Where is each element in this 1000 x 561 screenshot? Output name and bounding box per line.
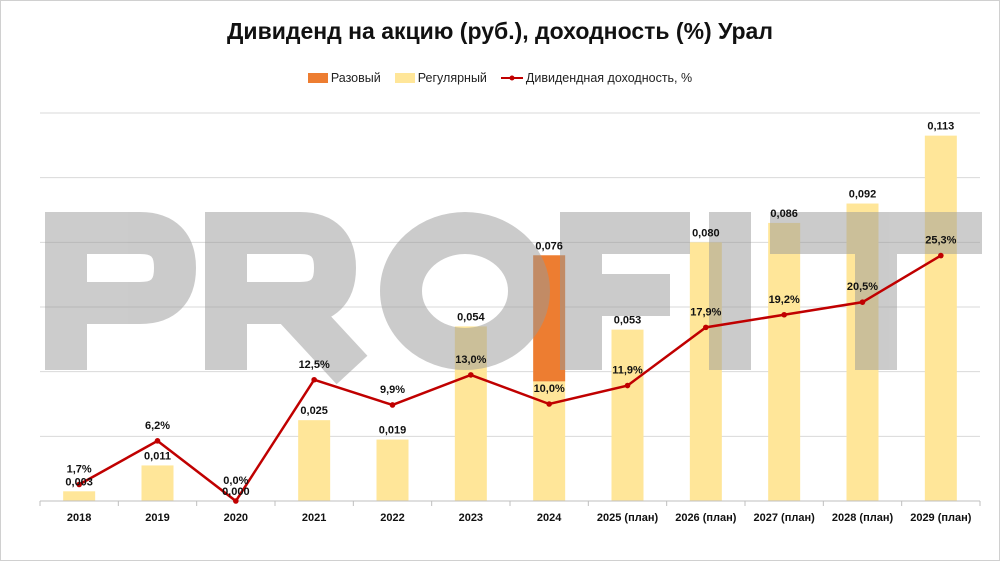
- bar-value-label: 0,054: [457, 311, 485, 323]
- bar-regular: [768, 222, 801, 501]
- yield-point: [468, 372, 474, 378]
- bar-regular: [298, 420, 331, 501]
- bar-value-label: 0,092: [849, 189, 877, 201]
- yield-label: 25,3%: [925, 235, 956, 247]
- yield-point: [546, 401, 552, 407]
- x-tick-label: 2021: [302, 512, 326, 524]
- bar-value-label: 0,011: [144, 450, 171, 462]
- yield-point: [781, 311, 787, 318]
- yield-label: 12,5%: [299, 359, 330, 371]
- yield-label: 10,0%: [534, 383, 565, 395]
- legend-item-one-time: Разовый: [307, 71, 381, 85]
- yield-label: 9,9%: [380, 384, 405, 396]
- bar-regular: [924, 135, 957, 501]
- x-tick-label: 2028 (план): [832, 512, 894, 524]
- x-tick-label: 2025 (план): [597, 512, 659, 524]
- bar-value-label: 0,113: [927, 121, 954, 133]
- watermark-letter: [45, 212, 197, 370]
- yield-label: 6,2%: [145, 420, 170, 432]
- x-tick-label: 2019: [145, 512, 169, 524]
- yield-point: [233, 498, 239, 504]
- legend-label: Разовый: [330, 71, 381, 85]
- yield-point: [859, 299, 866, 305]
- watermark-logo: [45, 212, 982, 385]
- yield-label: 20,5%: [847, 281, 878, 293]
- yield-point: [76, 481, 82, 488]
- bar-value-label: 0,076: [535, 240, 563, 252]
- legend-item-regular: Регулярный: [394, 71, 487, 85]
- yield-label: 1,7%: [67, 464, 92, 476]
- yield-point: [311, 376, 317, 383]
- legend-label: Регулярный: [417, 71, 487, 85]
- bar-value-label: 0,080: [692, 227, 720, 239]
- legend-line-marker: [500, 75, 523, 81]
- x-tick-label: 2020: [224, 512, 248, 524]
- x-tick-label: 2027 (план): [754, 512, 816, 524]
- bar-value-label: 0,000: [222, 486, 250, 498]
- x-tick-label: 2029 (план): [910, 512, 972, 524]
- bar-regular: [63, 491, 96, 501]
- bar-regular: [611, 329, 644, 501]
- watermark-letter: [770, 212, 982, 370]
- bar-value-label: 0,053: [614, 315, 642, 327]
- yield-point: [389, 402, 396, 408]
- bar-regular: [376, 439, 409, 501]
- x-tick-label: 2026 (план): [675, 512, 737, 524]
- legend-label: Дивидендная доходность, %: [525, 71, 693, 85]
- bar-value-label: 0,019: [379, 425, 407, 437]
- x-tick-label: 2022: [380, 512, 404, 524]
- watermark-letter: [560, 212, 690, 370]
- yield-point: [624, 382, 631, 389]
- watermark-letter: [380, 212, 551, 370]
- x-tick-label: 2024: [537, 512, 562, 524]
- legend-item-yield: Дивидендная доходность, %: [500, 71, 693, 85]
- legend-swatch-regular: [394, 73, 415, 83]
- bar-regular: [141, 465, 174, 501]
- legend-swatch-one-time: [307, 73, 328, 83]
- yield-label: 11,9%: [612, 365, 643, 377]
- bar-value-label: 0,003: [65, 476, 93, 488]
- yield-point: [703, 324, 709, 331]
- bar-value-label: 0,086: [770, 208, 798, 220]
- yield-label: 0,0%: [223, 475, 248, 487]
- yield-label: 17,9%: [690, 306, 721, 318]
- yield-point: [938, 252, 944, 259]
- watermark-letter: [205, 212, 368, 385]
- yield-line: [78, 254, 942, 503]
- yield-label: 13,0%: [455, 354, 486, 366]
- yield-label: 19,2%: [769, 294, 800, 306]
- bar-value-label: 0,025: [300, 405, 328, 417]
- x-tick-label: 2018: [67, 512, 91, 524]
- yield-point: [154, 438, 161, 444]
- legend: Разовый Регулярный Дивидендная доходност…: [0, 71, 1000, 85]
- x-tick-label: 2023: [459, 512, 483, 524]
- chart-title: Дивиденд на акцию (руб.), доходность (%)…: [227, 18, 773, 44]
